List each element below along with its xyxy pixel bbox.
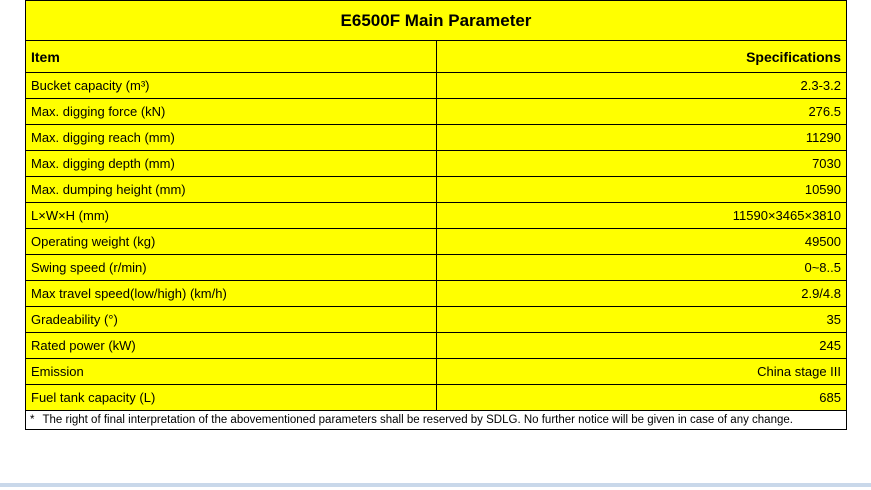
- value-cell: 35: [435, 306, 847, 333]
- value-cell: 2.3-3.2: [435, 72, 847, 99]
- item-cell: Fuel tank capacity (L): [25, 384, 437, 411]
- footnote-row: * The right of final interpretation of th…: [25, 410, 847, 430]
- table-row: Operating weight (kg) 49500: [25, 228, 847, 255]
- value-cell: 7030: [435, 150, 847, 177]
- value-cell: 49500: [435, 228, 847, 255]
- value-cell: China stage III: [435, 358, 847, 385]
- column-header-item: Item: [25, 40, 437, 73]
- value-cell: 2.9/4.8: [435, 280, 847, 307]
- value-cell: 11590×3465×3810: [435, 202, 847, 229]
- table-row: Max. digging depth (mm) 7030: [25, 150, 847, 177]
- table-row: Max travel speed(low/high) (km/h) 2.9/4.…: [25, 280, 847, 307]
- table-row: Swing speed (r/min) 0~8..5: [25, 254, 847, 281]
- item-cell: Rated power (kW): [25, 332, 437, 359]
- table-row: L×W×H (mm) 11590×3465×3810: [25, 202, 847, 229]
- value-cell: 0~8..5: [435, 254, 847, 281]
- item-cell: Max travel speed(low/high) (km/h): [25, 280, 437, 307]
- column-header-specifications: Specifications: [435, 40, 847, 73]
- header-row: Item Specifications: [25, 40, 847, 73]
- value-cell: 245: [435, 332, 847, 359]
- bottom-page-strip: [0, 483, 871, 487]
- footnote: * The right of final interpretation of th…: [25, 410, 847, 430]
- item-cell: Max. digging force (kN): [25, 98, 437, 125]
- table-row: Max. digging reach (mm) 11290: [25, 124, 847, 151]
- table-row: Rated power (kW) 245: [25, 332, 847, 359]
- parameter-table: E6500F Main Parameter Item Specification…: [25, 0, 847, 430]
- item-cell: Gradeability (°): [25, 306, 437, 333]
- page-title: E6500F Main Parameter: [25, 0, 847, 41]
- title-row: E6500F Main Parameter: [25, 0, 847, 41]
- item-cell: Max. digging reach (mm): [25, 124, 437, 151]
- footnote-marker: *: [30, 414, 35, 426]
- value-cell: 685: [435, 384, 847, 411]
- value-cell: 11290: [435, 124, 847, 151]
- value-cell: 10590: [435, 176, 847, 203]
- table-row: Fuel tank capacity (L) 685: [25, 384, 847, 411]
- table-row: Max. dumping height (mm) 10590: [25, 176, 847, 203]
- item-cell: Emission: [25, 358, 437, 385]
- item-cell: Max. digging depth (mm): [25, 150, 437, 177]
- item-cell: Max. dumping height (mm): [25, 176, 437, 203]
- item-cell: Swing speed (r/min): [25, 254, 437, 281]
- item-cell: Bucket capacity (m³): [25, 72, 437, 99]
- value-cell: 276.5: [435, 98, 847, 125]
- table-row: Emission China stage III: [25, 358, 847, 385]
- footnote-text: The right of final interpretation of the…: [42, 414, 793, 426]
- table-row: Gradeability (°) 35: [25, 306, 847, 333]
- table-row: Max. digging force (kN) 276.5: [25, 98, 847, 125]
- item-cell: L×W×H (mm): [25, 202, 437, 229]
- item-cell: Operating weight (kg): [25, 228, 437, 255]
- table-row: Bucket capacity (m³) 2.3-3.2: [25, 72, 847, 99]
